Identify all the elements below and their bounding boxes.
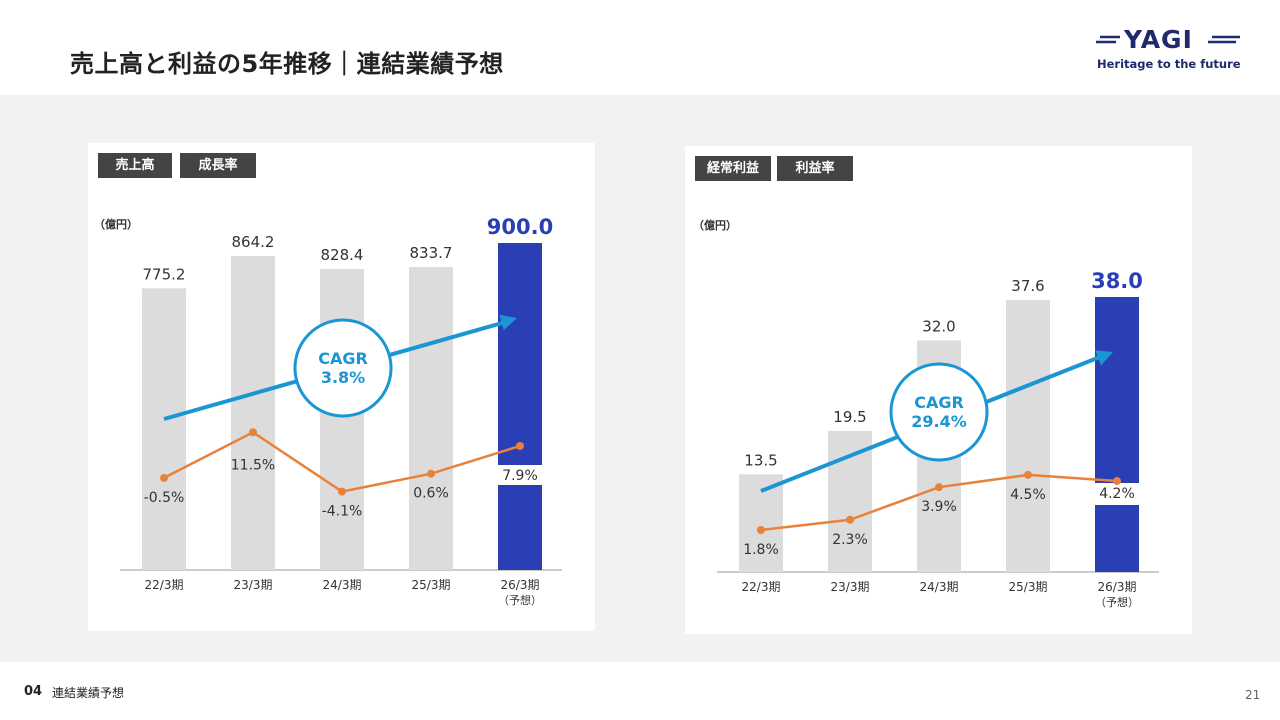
rate-point-2 — [338, 487, 346, 496]
rate-point-2 — [935, 483, 943, 492]
cagr-arrow-head — [1095, 350, 1113, 366]
bar-value-label-2: 828.4 — [321, 246, 364, 264]
rate-label-4: 4.2% — [1099, 486, 1135, 502]
bar-3 — [409, 267, 453, 570]
rate-point-4 — [1113, 477, 1121, 486]
bar-value-label-3: 37.6 — [1011, 277, 1044, 295]
rate-point-0 — [160, 473, 168, 482]
bar-value-label-1: 19.5 — [833, 408, 866, 426]
bar-0 — [142, 288, 186, 570]
category-label-3: 25/3期 — [1009, 580, 1048, 594]
forecast-rate-label-bg — [497, 465, 543, 485]
category-label-4: 26/3期 — [501, 578, 540, 592]
cagr-value: 3.8% — [321, 368, 365, 387]
rate-label-0: 1.8% — [743, 542, 779, 558]
cagr-circle — [293, 318, 393, 418]
legend-tag-profit-margin: 利益率 — [777, 156, 853, 181]
bar-1 — [231, 256, 275, 570]
legend-tag-ordinary-profit: 経常利益 — [695, 156, 771, 181]
cagr-label: CAGR — [914, 393, 964, 412]
rate-point-1 — [846, 515, 854, 524]
rate-point-1 — [249, 428, 257, 437]
category-label-4: 26/3期 — [1098, 580, 1137, 594]
rate-label-2: 3.9% — [921, 499, 957, 515]
footer: 04 連結業績予想 21 — [0, 662, 1280, 720]
category-note-4: （予想） — [498, 593, 542, 607]
rate-label-1: 11.5% — [231, 457, 275, 473]
bar-3 — [1006, 299, 1050, 572]
rate-label-2: -4.1% — [322, 504, 363, 520]
rate-label-1: 2.3% — [832, 532, 868, 548]
bar-value-label-1: 864.2 — [232, 233, 275, 251]
bar-value-label-4: 38.0 — [1091, 269, 1143, 293]
forecast-rate-label-bg — [1094, 483, 1140, 505]
category-label-3: 25/3期 — [412, 578, 451, 592]
logo-mark: YAGI — [1096, 25, 1240, 54]
sales-chart: 775.2 22/3期 864.2 23/3期 828.4 24/3期 833.7 25/3期… — [120, 215, 562, 607]
logo-text: YAGI — [1123, 25, 1193, 54]
unit-label: （億円） — [693, 219, 737, 232]
rate-label-3: 4.5% — [1010, 487, 1046, 503]
header: 売上高と利益の5年推移｜連結業績予想 YAGI Heritage to the … — [0, 0, 1280, 95]
rate-label-0: -0.5% — [144, 490, 185, 506]
rate-point-3 — [427, 469, 435, 478]
cagr-value: 29.4% — [911, 412, 967, 431]
page-title: 売上高と利益の5年推移｜連結業績予想 — [70, 50, 504, 78]
category-label-2: 24/3期 — [920, 580, 959, 594]
bar-value-label-0: 775.2 — [143, 265, 186, 283]
bar-value-label-4: 900.0 — [487, 215, 553, 239]
rate-label-3: 0.6% — [413, 486, 449, 502]
sales-chart-panel: 売上高 成長率 （億円） 775.2 22/3期 864.2 23/3期 828.4 24… — [88, 143, 595, 631]
bar-4 — [498, 243, 542, 570]
section-title: 連結業績予想 — [52, 686, 125, 700]
bar-1 — [828, 430, 872, 572]
company-logo: YAGI Heritage to the future — [1090, 24, 1250, 74]
bar-value-label-3: 833.7 — [410, 244, 453, 262]
logo-tagline: Heritage to the future — [1097, 57, 1241, 71]
rate-point-4 — [516, 441, 524, 450]
category-label-1: 23/3期 — [234, 578, 273, 592]
bar-value-label-0: 13.5 — [744, 451, 777, 469]
profit-chart-panel: 経常利益 利益率 （億円） 13.5 22/3期 19.5 23/3期 32.0 24/3… — [685, 146, 1192, 634]
cagr-circle — [889, 362, 989, 462]
cagr-arrow-head — [499, 314, 517, 331]
rate-point-3 — [1024, 470, 1032, 479]
section-number: 04 — [24, 684, 43, 699]
category-label-0: 22/3期 — [742, 580, 781, 594]
category-label-0: 22/3期 — [145, 578, 184, 592]
category-note-4: （予想） — [1095, 595, 1139, 609]
bar-value-label-2: 32.0 — [922, 317, 955, 335]
unit-label: （億円） — [94, 218, 138, 231]
legend-tag-sales: 売上高 — [98, 153, 172, 178]
category-label-1: 23/3期 — [831, 580, 870, 594]
bar-4 — [1095, 297, 1139, 572]
legend-tag-growth-rate: 成長率 — [180, 153, 256, 178]
page-number: 21 — [1245, 688, 1261, 702]
category-label-2: 24/3期 — [323, 578, 362, 592]
bar-2 — [320, 269, 364, 570]
rate-point-0 — [757, 526, 765, 534]
cagr-label: CAGR — [318, 349, 368, 368]
profit-chart: 13.5 22/3期 19.5 23/3期 32.0 24/3期 37.6 25/3期 38.0… — [717, 269, 1159, 609]
rate-label-4: 7.9% — [502, 468, 538, 484]
